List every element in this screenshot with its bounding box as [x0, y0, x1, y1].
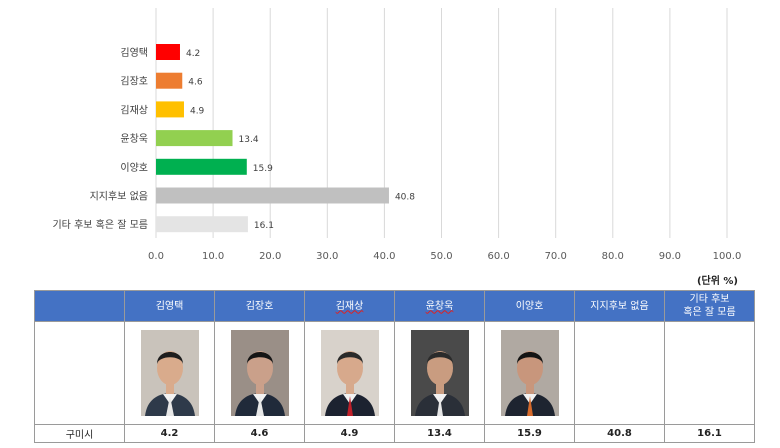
value-label: 4.9 — [190, 106, 205, 116]
value-label: 4.2 — [186, 49, 200, 59]
x-tick-label: 30.0 — [316, 251, 338, 262]
candidate-portrait — [320, 330, 379, 416]
photo-row-label — [34, 321, 125, 425]
row-label-gumi: 구미시 — [34, 424, 125, 443]
value-cell: 40.8 — [574, 424, 665, 443]
photo-cell — [574, 321, 665, 425]
photo-cell — [484, 321, 575, 425]
chart-bars — [156, 44, 389, 233]
unit-label: (단위 %) — [696, 276, 738, 287]
x-tick-label: 20.0 — [259, 251, 281, 262]
bar — [156, 72, 183, 89]
category-label: 김영택 — [120, 47, 148, 59]
header-kim-jangho: 김장호 — [214, 290, 305, 322]
table-photo-row — [34, 321, 755, 425]
value-label: 15.9 — [253, 164, 273, 174]
candidate-portrait — [500, 330, 559, 416]
value-label: 16.1 — [254, 221, 274, 231]
category-label: 김재상 — [120, 104, 148, 116]
candidate-portrait — [410, 330, 469, 416]
header-kim-jaesang: 김재상 — [304, 290, 395, 322]
value-cell: 4.2 — [124, 424, 215, 443]
x-tick-label: 80.0 — [602, 251, 624, 262]
photo-cell — [394, 321, 485, 425]
header-lee-yangho: 이양호 — [484, 290, 575, 322]
x-tick-label: 0.0 — [148, 251, 164, 262]
category-label: 김장호 — [120, 76, 148, 88]
value-label: 40.8 — [395, 193, 415, 203]
x-tick-label: 10.0 — [202, 251, 224, 262]
bar — [156, 101, 184, 118]
photo-cell — [304, 321, 395, 425]
x-tick-label: 90.0 — [659, 251, 681, 262]
bar — [156, 130, 233, 147]
value-cell: 13.4 — [394, 424, 485, 443]
photo-cell — [214, 321, 305, 425]
x-tick-label: 100.0 — [713, 251, 742, 262]
value-cell: 16.1 — [664, 424, 755, 443]
x-tick-label: 60.0 — [487, 251, 509, 262]
category-label: 기타 후보 혹은 잘 모름 — [52, 218, 148, 231]
bar — [156, 44, 180, 60]
chart-grid — [155, 8, 728, 238]
header-no-candidate: 지지후보 없음 — [574, 290, 665, 322]
category-label: 이양호 — [120, 162, 148, 174]
header-kim-jaesang-text: 김재상 — [335, 300, 364, 312]
table-corner-cell — [34, 290, 125, 322]
value-cell: 15.9 — [484, 424, 575, 443]
bar — [156, 216, 248, 233]
x-tick-label: 40.0 — [373, 251, 395, 262]
photo-cell — [664, 321, 755, 425]
bar — [156, 158, 247, 175]
header-line: 혹은 잘 모름 — [683, 307, 736, 318]
x-tick-labels: 0.0 10.0 20.0 30.0 40.0 50.0 60.0 70.0 80.0 90.0 1… — [148, 251, 741, 262]
candidate-portrait — [140, 330, 199, 416]
photo-cell — [124, 321, 215, 425]
header-yun-changwook-text: 윤창욱 — [425, 300, 454, 312]
header-kim-youngtaek: 김영택 — [124, 290, 215, 322]
bar — [156, 187, 389, 204]
x-tick-label: 70.0 — [545, 251, 567, 262]
category-label: 윤창욱 — [120, 133, 148, 145]
candidate-portrait — [230, 330, 289, 416]
category-label: 지지후보 없음 — [90, 190, 148, 203]
value-label: 13.4 — [239, 135, 259, 145]
table-value-row: 구미시 4.2 4.6 4.9 13.4 15.9 40.8 16.1 — [34, 424, 755, 443]
header-line: 기타 후보 — [689, 294, 730, 305]
value-label: 4.6 — [188, 78, 203, 88]
x-tick-label: 50.0 — [430, 251, 452, 262]
value-cell: 4.6 — [214, 424, 305, 443]
value-labels: 4.2 4.6 4.9 13.4 15.9 40.8 16.1 — [186, 49, 415, 231]
header-yun-changwook: 윤창욱 — [394, 290, 485, 322]
value-cell: 4.9 — [304, 424, 395, 443]
